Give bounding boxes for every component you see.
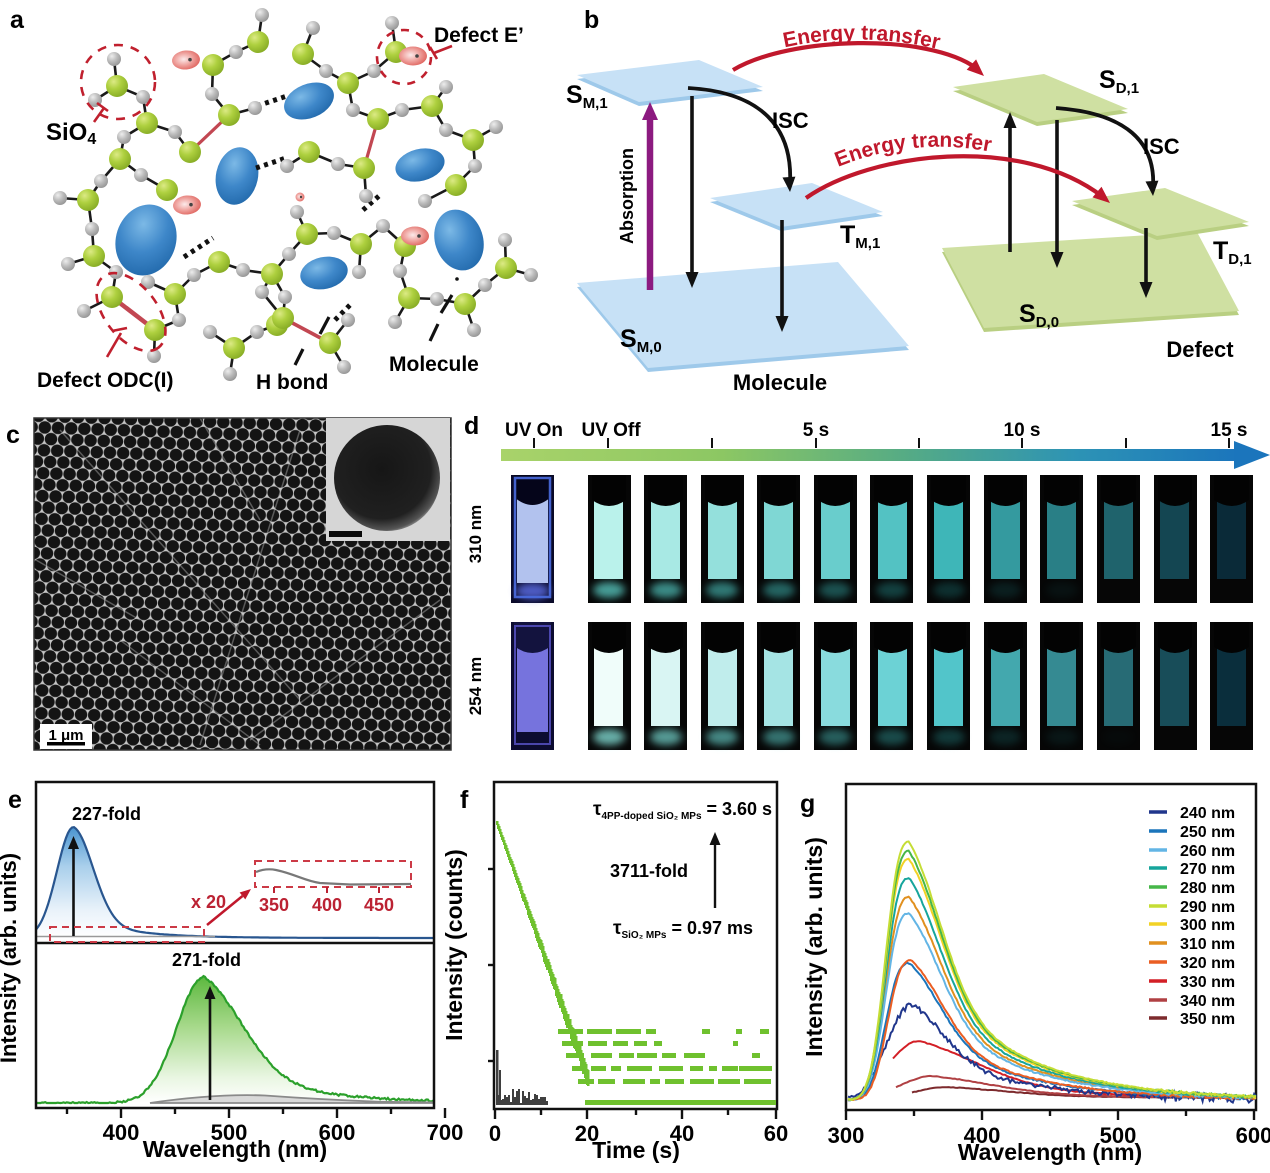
svg-text:600: 600 <box>1236 1123 1270 1148</box>
svg-text:Molecule: Molecule <box>389 353 479 376</box>
svg-text:350: 350 <box>259 895 289 915</box>
svg-text:a: a <box>10 6 25 34</box>
svg-text:Defect ODC(I): Defect ODC(I) <box>37 369 174 392</box>
svg-text:400: 400 <box>312 895 342 915</box>
svg-text:SiO4: SiO4 <box>46 119 96 148</box>
svg-text:τ4PP-doped SiO₂ MPs = 3.60 s: τ4PP-doped SiO₂ MPs = 3.60 s <box>593 799 772 822</box>
svg-text:Defect E’: Defect E’ <box>434 24 524 47</box>
svg-text:0: 0 <box>489 1121 501 1146</box>
svg-text:400: 400 <box>964 1123 1001 1148</box>
svg-text:e: e <box>8 786 22 814</box>
svg-text:H bond: H bond <box>256 371 328 394</box>
svg-text:Intensity (arb. units): Intensity (arb. units) <box>0 853 21 1063</box>
svg-text:310 nm: 310 nm <box>466 505 485 564</box>
svg-text:3711-fold: 3711-fold <box>610 861 688 881</box>
svg-text:340 nm: 340 nm <box>1180 993 1235 1010</box>
svg-text:300 nm: 300 nm <box>1180 917 1235 934</box>
svg-text:Absorption: Absorption <box>617 148 637 244</box>
svg-text:60: 60 <box>764 1121 788 1146</box>
svg-text:Intensity (arb. units): Intensity (arb. units) <box>801 837 827 1057</box>
svg-text:d: d <box>464 412 479 440</box>
svg-text:350 nm: 350 nm <box>1180 1011 1235 1028</box>
svg-text:Intensity (counts): Intensity (counts) <box>441 849 467 1041</box>
svg-text:290 nm: 290 nm <box>1180 899 1235 916</box>
svg-text:280 nm: 280 nm <box>1180 880 1235 897</box>
svg-text:f: f <box>460 786 469 814</box>
svg-text:330 nm: 330 nm <box>1180 974 1235 991</box>
svg-text:270 nm: 270 nm <box>1180 861 1235 878</box>
svg-text:ISC: ISC <box>772 108 809 133</box>
svg-text:700: 700 <box>427 1120 464 1145</box>
svg-text:500: 500 <box>211 1120 248 1145</box>
svg-text:40: 40 <box>670 1121 694 1146</box>
svg-text:x 20: x 20 <box>191 892 226 912</box>
svg-text:g: g <box>800 790 815 818</box>
svg-text:Wavelength (nm): Wavelength (nm) <box>958 1139 1142 1165</box>
svg-text:Defect: Defect <box>1166 337 1234 362</box>
svg-text:SD,1: SD,1 <box>1099 66 1139 97</box>
svg-text:20: 20 <box>575 1121 599 1146</box>
svg-text:500: 500 <box>1100 1123 1137 1148</box>
svg-text:Molecule: Molecule <box>733 370 827 395</box>
svg-text:TM,1: TM,1 <box>840 221 880 252</box>
svg-text:250 nm: 250 nm <box>1180 824 1235 841</box>
svg-text:400: 400 <box>103 1120 140 1145</box>
svg-text:450: 450 <box>364 895 394 915</box>
svg-text:260 nm: 260 nm <box>1180 843 1235 860</box>
svg-text:b: b <box>584 6 599 34</box>
svg-text:271-fold: 271-fold <box>172 950 241 970</box>
svg-text:Energy transfer: Energy transfer <box>832 129 994 172</box>
svg-text:15 s: 15 s <box>1211 420 1248 441</box>
svg-text:227-fold: 227-fold <box>72 804 141 824</box>
svg-text:Time (s): Time (s) <box>592 1137 680 1163</box>
svg-text:1 μm: 1 μm <box>48 727 83 744</box>
svg-text:ISC: ISC <box>1143 134 1180 159</box>
svg-text:UV On: UV On <box>505 420 563 441</box>
svg-text:240 nm: 240 nm <box>1180 805 1235 822</box>
svg-text:254 nm: 254 nm <box>466 657 485 716</box>
svg-text:320 nm: 320 nm <box>1180 955 1235 972</box>
svg-text:10 s: 10 s <box>1004 420 1041 441</box>
svg-text:Wavelength (nm): Wavelength (nm) <box>143 1136 327 1162</box>
svg-text:600: 600 <box>319 1120 356 1145</box>
svg-text:UV Off: UV Off <box>581 420 641 441</box>
svg-text:300: 300 <box>828 1123 865 1148</box>
svg-text:TD,1: TD,1 <box>1213 237 1252 268</box>
svg-text:5 s: 5 s <box>803 420 829 441</box>
svg-text:τSiO₂ MPs = 0.97 ms: τSiO₂ MPs = 0.97 ms <box>613 918 753 941</box>
svg-text:310 nm: 310 nm <box>1180 936 1235 953</box>
svg-text:c: c <box>6 421 20 449</box>
